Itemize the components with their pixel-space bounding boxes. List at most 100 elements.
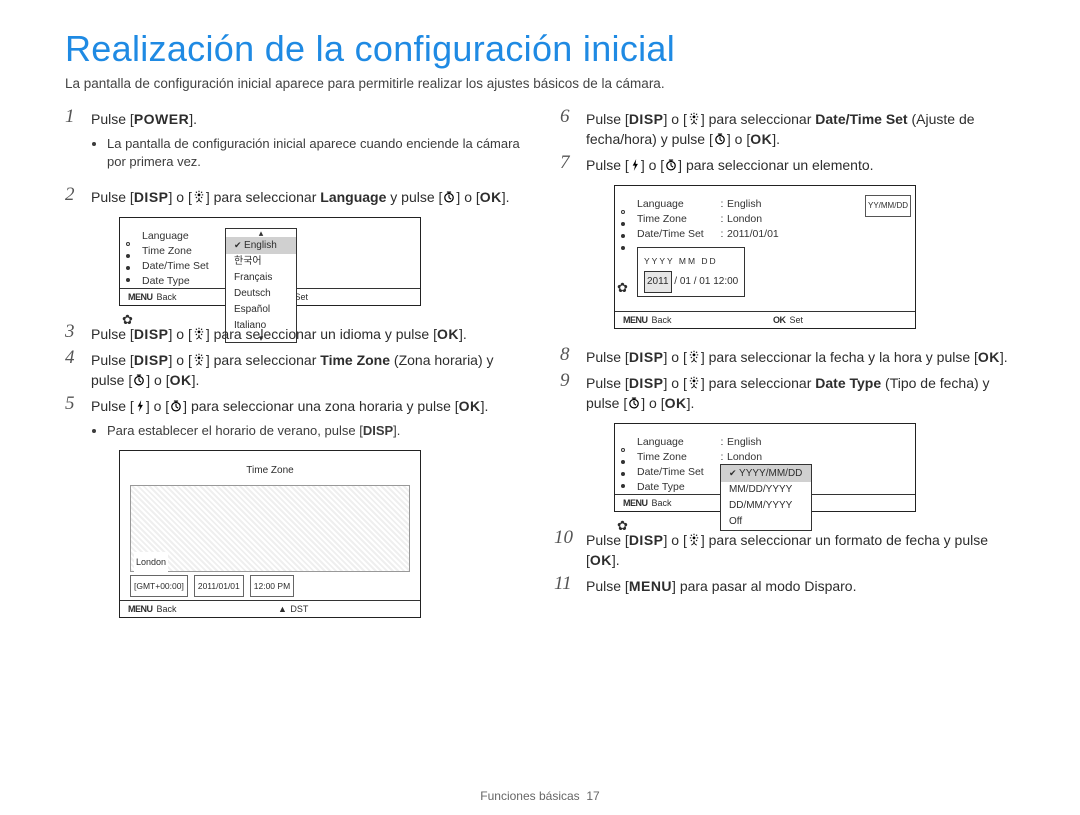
bold-term: Time Zone xyxy=(320,352,390,368)
button-label: OK xyxy=(665,395,687,411)
world-map: London xyxy=(130,485,410,572)
popup-option: DD/MM/YYYY xyxy=(721,498,811,514)
lcd-title: Time Zone xyxy=(120,461,420,481)
step-1: 1 Pulse [POWER]. La pantalla de configurac… xyxy=(65,109,530,187)
status-chip: 2011/01/01 xyxy=(194,575,244,597)
step-11: 11Pulse [MENU] para pasar al modo Dispar… xyxy=(560,576,1025,602)
city-label: London xyxy=(134,552,168,572)
step-text: Pulse [DISP] o [] para seleccionar Time … xyxy=(91,352,494,388)
popup-option: 한국어 xyxy=(226,254,296,270)
step-text: Pulse [MENU] para pasar al modo Disparo. xyxy=(586,578,856,594)
step-text: Pulse [DISP] o [] para seleccionar Langu… xyxy=(91,189,510,205)
lcd-screenshot: ✿Language:EnglishTime Zone:LondonDate/Ti… xyxy=(614,185,916,329)
popup-option: Off xyxy=(721,514,811,530)
gear-icon: ✿ xyxy=(617,278,628,298)
lcd-screenshot: ✿LanguageTime ZoneDate/Time SetDate Type… xyxy=(119,217,421,306)
step-7: 7 Pulse [] o [] para seleccionar un eleme… xyxy=(560,155,1025,347)
date-edit-box: YYYY MM DD2011 / 01 / 01 12:00 xyxy=(637,247,745,297)
step-number: 4 xyxy=(65,348,75,368)
step-text: Pulse [DISP] o [] para seleccionar Date … xyxy=(586,375,990,411)
steps-left: 1 Pulse [POWER]. La pantalla de configurac… xyxy=(65,109,530,636)
step-number: 7 xyxy=(560,153,570,173)
step-number: 3 xyxy=(65,322,75,342)
footer-cell: OKSet xyxy=(765,310,915,330)
step-number: 6 xyxy=(560,107,570,127)
step-5: 5 Pulse [] o [] para seleccionar una zona… xyxy=(65,396,530,636)
step-2: 2 Pulse [DISP] o [] para seleccionar Lang… xyxy=(65,187,530,324)
button-label: MENU xyxy=(629,578,672,594)
lcd-screenshot: ✿Language:EnglishTime Zone:LondonDate/Ti… xyxy=(614,423,916,512)
step-text: Pulse [DISP] o [] para seleccionar la fe… xyxy=(586,349,1008,365)
intro-text: La pantalla de configuración inicial apa… xyxy=(65,76,1025,91)
step-number: 1 xyxy=(65,107,75,127)
footer-cell: MENUBack xyxy=(615,310,765,330)
step-4: 4 Pulse [DISP] o [] para seleccionar Time… xyxy=(65,350,530,396)
popup-option: MM/DD/YYYY xyxy=(721,482,811,498)
page-title: Realización de la configuración inicial xyxy=(65,28,1025,70)
sub-item: Para establecer el horario de verano, pu… xyxy=(107,422,530,440)
sub-item: La pantalla de configuración inicial apa… xyxy=(107,135,530,171)
lcd-footer: MENUBackOKSet xyxy=(615,311,915,328)
status-bar: [GMT+00:00]2011/01/0112:00 PM xyxy=(120,572,420,600)
button-label: POWER xyxy=(134,111,189,127)
status-chip: 12:00 PM xyxy=(250,575,294,597)
footer-cell: MENUBack xyxy=(120,599,270,619)
button-label: DISP xyxy=(134,352,169,368)
step-3: 3 Pulse [DISP] o [] para seleccionar un i… xyxy=(65,324,530,350)
step-number: 9 xyxy=(560,371,570,391)
date-tag: YY/MM/DD xyxy=(865,195,911,217)
step-number: 2 xyxy=(65,185,75,205)
footer-cell: ▲DST xyxy=(270,599,420,619)
button-label: OK xyxy=(480,189,502,205)
button-label: DISP xyxy=(629,111,664,127)
side-dots xyxy=(621,448,625,488)
button-label: OK xyxy=(978,349,1000,365)
footer-page: 17 xyxy=(586,789,599,803)
step-number: 5 xyxy=(65,394,75,414)
date-year-highlight: 2011 xyxy=(644,271,672,293)
settings-row: Date/Time Set:2011/01/01 xyxy=(637,226,915,241)
steps-right: 6 Pulse [DISP] o [] para seleccionar Date… xyxy=(560,109,1025,602)
step-10: 10Pulse [DISP] o [] para seleccionar un … xyxy=(560,530,1025,576)
lcd-screenshot-timezone: Time ZoneLondon[GMT+00:00]2011/01/0112:0… xyxy=(119,450,421,618)
manual-page: Realización de la configuración inicial … xyxy=(0,0,1080,815)
step-text: Pulse [POWER]. xyxy=(91,111,197,127)
footer-section: Funciones básicas xyxy=(480,789,579,803)
step-sublist: Para establecer el horario de verano, pu… xyxy=(91,422,530,440)
button-label: OK xyxy=(459,398,481,414)
button-label: OK xyxy=(590,552,612,568)
page-footer: Funciones básicas 17 xyxy=(0,789,1080,803)
right-column: 6 Pulse [DISP] o [] para seleccionar Date… xyxy=(560,109,1025,636)
side-dots xyxy=(126,242,130,282)
button-label: DISP xyxy=(629,375,664,391)
popup-option: Français xyxy=(226,270,296,286)
button-label: DISP xyxy=(134,189,169,205)
step-number: 10 xyxy=(554,528,573,548)
step-text: Pulse [DISP] o [] para seleccionar un id… xyxy=(91,326,467,342)
step-sublist: La pantalla de configuración inicial apa… xyxy=(91,135,530,171)
side-dots xyxy=(621,210,625,250)
step-8: 8Pulse [DISP] o [] para seleccionar la f… xyxy=(560,347,1025,373)
step-text: Pulse [] o [] para seleccionar una zona … xyxy=(91,398,488,414)
bold-term: Date/Time Set xyxy=(815,111,907,127)
lcd-footer: MENUBack▲DST xyxy=(120,600,420,617)
button-label: DISP xyxy=(629,349,664,365)
step-text: Pulse [DISP] o [] para seleccionar un fo… xyxy=(586,532,988,568)
popup-option: Español xyxy=(226,302,296,318)
two-column-layout: 1 Pulse [POWER]. La pantalla de configurac… xyxy=(65,109,1025,636)
left-column: 1 Pulse [POWER]. La pantalla de configurac… xyxy=(65,109,530,636)
popup-option: Deutsch xyxy=(226,286,296,302)
button-label: OK xyxy=(437,326,459,342)
step-6: 6 Pulse [DISP] o [] para seleccionar Date… xyxy=(560,109,1025,155)
step-text: Pulse [] o [] para seleccionar un elemen… xyxy=(586,157,874,173)
popup-menu: YYYY/MM/DDMM/DD/YYYYDD/MM/YYYYOff xyxy=(720,464,812,531)
step-text: Pulse [DISP] o [] para seleccionar Date/… xyxy=(586,111,975,147)
bold-term: Language xyxy=(320,189,386,205)
button-label: OK xyxy=(170,372,192,388)
button-label: DISP xyxy=(629,532,664,548)
button-label: OK xyxy=(750,131,772,147)
step-number: 11 xyxy=(554,574,572,594)
date-entry-area: YY/MM/DDYYYY MM DD2011 / 01 / 01 12:00 xyxy=(637,243,915,305)
popup-option: English xyxy=(226,237,296,254)
bold-term: Date Type xyxy=(815,375,881,391)
